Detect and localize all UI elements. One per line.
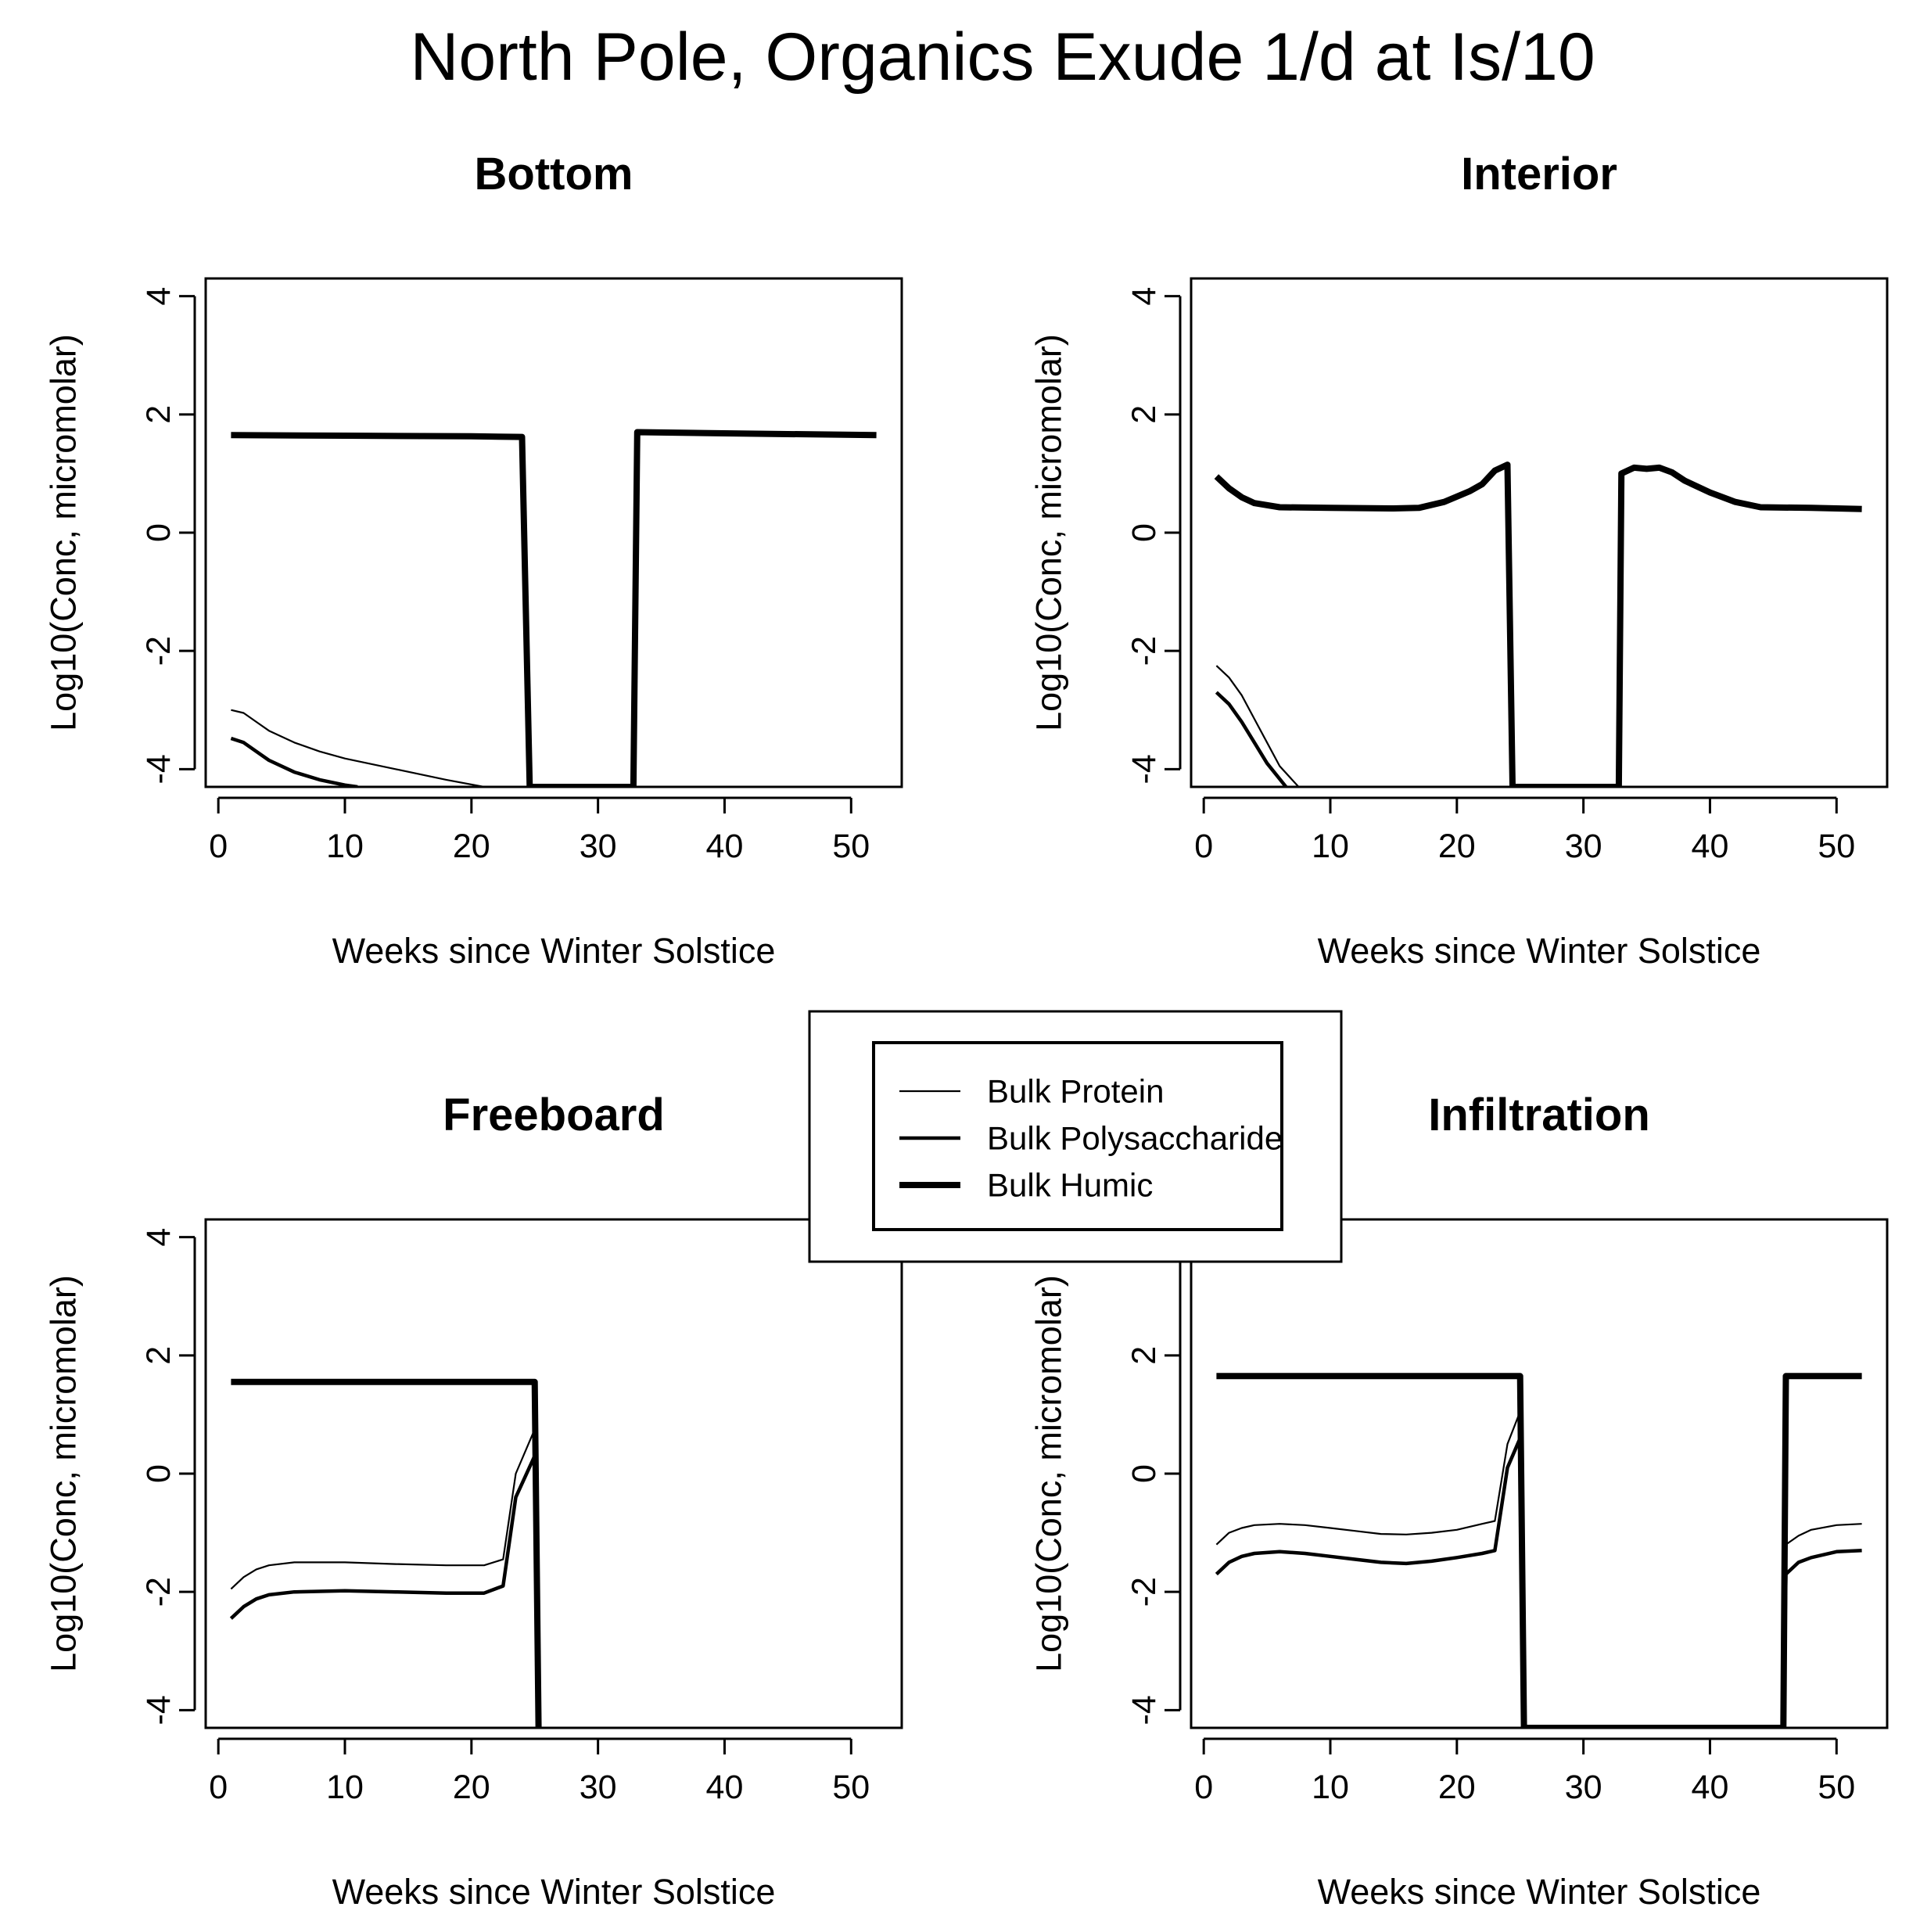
y-axis-label: Log10(Conc, micromolar) — [1029, 334, 1069, 731]
y-tick-label: 0 — [1125, 1464, 1163, 1483]
x-tick-label: 50 — [1818, 1769, 1855, 1806]
plot-frame-freeboard — [204, 1218, 903, 1729]
x-tick-label: 0 — [1194, 828, 1213, 865]
x-tick-label: 50 — [832, 828, 870, 865]
series-line-bulk-humic — [1216, 1373, 1862, 1728]
series-group — [229, 1378, 542, 1728]
y-tick-label: 0 — [140, 523, 178, 542]
x-tick-label: 40 — [706, 1769, 744, 1806]
series-line-bulk-humic — [1214, 461, 1862, 787]
series-line-bulk-polysaccharide — [1782, 1549, 1862, 1728]
x-tick-label: 10 — [326, 828, 364, 865]
y-axis-label: Log10(Conc, micromolar) — [44, 334, 84, 731]
y-tick-label: -2 — [1125, 1577, 1163, 1607]
panel-title-interior: Interior — [1461, 149, 1617, 199]
legend: Bulk Protein Bulk Polysaccharide Bulk Humi… — [808, 1010, 1343, 1263]
x-tick-label: 50 — [1818, 828, 1855, 865]
y-tick-label: 0 — [1125, 523, 1163, 542]
series-line-bulk-polysaccharide — [1215, 691, 1288, 787]
y-tick-label: -2 — [1125, 636, 1163, 666]
series-line-bulk-polysaccharide — [229, 1454, 540, 1728]
x-tick-label: 40 — [1692, 1769, 1729, 1806]
x-tick-label: 30 — [580, 828, 617, 865]
x-axis-label: Weeks since Winter Solstice — [1318, 1872, 1761, 1912]
y-tick-label: 2 — [140, 405, 178, 424]
series-group — [1215, 1373, 1862, 1728]
series-line-bulk-humic — [231, 1378, 542, 1728]
x-tick-label: 20 — [453, 1769, 490, 1806]
series-line-bulk-protein — [230, 1428, 540, 1728]
legend-label-bulk-protein: Bulk Protein — [987, 1073, 1164, 1110]
series-line-bulk-protein — [1215, 1410, 1525, 1728]
x-tick-label: 40 — [1692, 828, 1729, 865]
x-tick-label: 10 — [1312, 1769, 1349, 1806]
x-axis-label: Weeks since Winter Solstice — [1318, 931, 1761, 971]
y-tick-label: 4 — [140, 1228, 178, 1247]
y-tick-label: 2 — [1125, 1346, 1163, 1365]
x-tick-label: 10 — [326, 1769, 364, 1806]
x-axis-label: Weeks since Winter Solstice — [332, 1872, 776, 1912]
x-tick-label: 0 — [1194, 1769, 1213, 1806]
y-tick-label: -4 — [140, 754, 178, 784]
series-line-bulk-humic — [231, 429, 877, 787]
panel-title-bottom: Bottom — [475, 149, 633, 199]
series-line-bulk-polysaccharide — [230, 736, 358, 787]
y-tick-label: -4 — [1125, 1695, 1163, 1725]
x-tick-label: 30 — [580, 1769, 617, 1806]
series-line-bulk-protein — [1215, 665, 1300, 787]
series-group — [1214, 461, 1862, 787]
y-tick-label: 2 — [1125, 405, 1163, 424]
x-tick-label: 20 — [453, 828, 490, 865]
y-tick-label: -2 — [140, 1577, 178, 1607]
figure-title: North Pole, Organics Exude 1/d at Is/10 — [410, 20, 1595, 95]
series-line-bulk-protein — [231, 709, 485, 787]
panel-title-freeboard: Freeboard — [443, 1090, 665, 1140]
x-tick-label: 40 — [706, 828, 744, 865]
y-tick-label: 0 — [140, 1464, 178, 1483]
x-tick-label: 20 — [1438, 1769, 1476, 1806]
legend-inner-box — [872, 1041, 1283, 1231]
y-tick-label: -2 — [140, 636, 178, 666]
y-axis-label: Log10(Conc, micromolar) — [44, 1275, 84, 1672]
y-tick-label: -4 — [1125, 754, 1163, 784]
x-tick-label: 30 — [1565, 1769, 1602, 1806]
x-tick-label: 10 — [1312, 828, 1349, 865]
y-tick-label: -4 — [140, 1695, 178, 1725]
y-tick-label: 2 — [140, 1346, 178, 1365]
x-tick-label: 20 — [1438, 828, 1476, 865]
x-axis-label: Weeks since Winter Solstice — [332, 931, 776, 971]
series-group — [230, 429, 877, 787]
panel-title-infiltration: Infiltration — [1428, 1090, 1650, 1140]
y-tick-label: 4 — [1125, 287, 1163, 306]
x-tick-label: 0 — [209, 1769, 228, 1806]
legend-label-bulk-humic: Bulk Humic — [987, 1167, 1153, 1204]
y-tick-label: 4 — [140, 287, 178, 306]
y-axis-label: Log10(Conc, micromolar) — [1029, 1275, 1069, 1672]
x-tick-label: 50 — [832, 1769, 870, 1806]
x-tick-label: 0 — [209, 828, 228, 865]
x-tick-label: 30 — [1565, 828, 1602, 865]
series-line-bulk-polysaccharide — [1215, 1436, 1526, 1728]
legend-label-bulk-polysaccharide: Bulk Polysaccharide — [987, 1120, 1283, 1157]
